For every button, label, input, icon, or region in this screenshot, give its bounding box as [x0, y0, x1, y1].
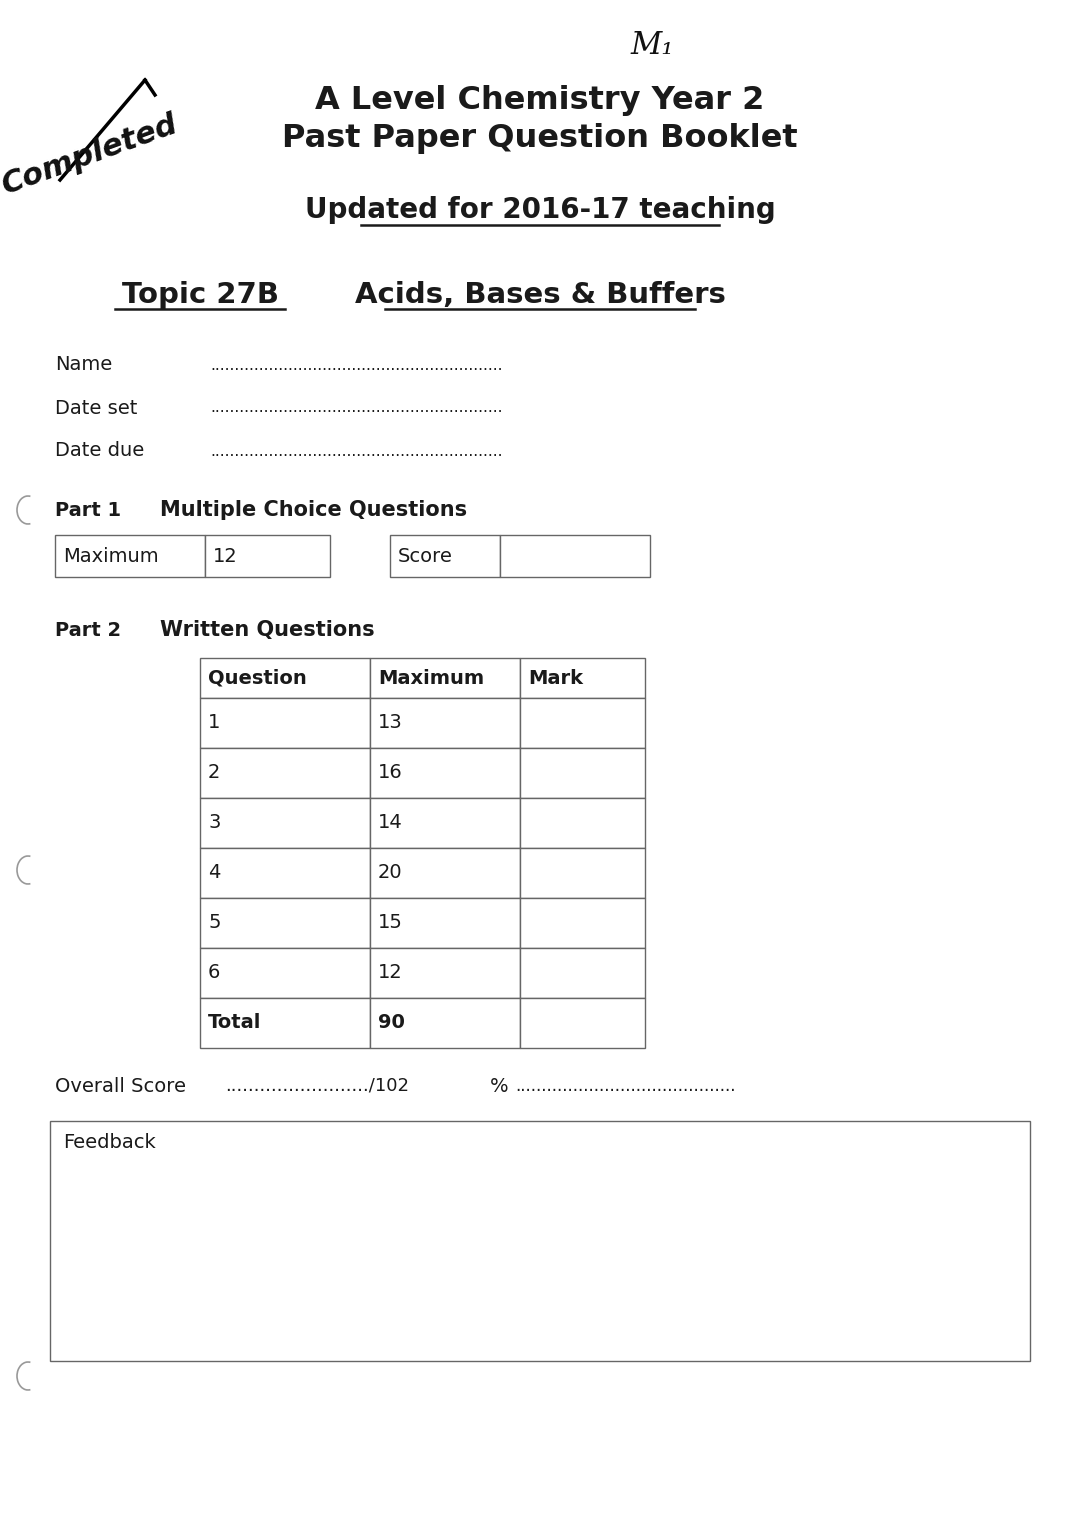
Text: ........................./102: ........................./102 — [225, 1077, 409, 1096]
Bar — [55, 536, 205, 577]
Text: Maximum: Maximum — [63, 546, 159, 566]
Bar — [370, 948, 519, 998]
Bar — [370, 897, 519, 948]
Bar — [200, 697, 370, 748]
Text: M₁: M₁ — [630, 29, 674, 61]
Bar — [519, 798, 645, 848]
Bar — [519, 948, 645, 998]
Bar — [200, 658, 370, 697]
Bar — [519, 697, 645, 748]
Text: Acids, Bases & Buffers: Acids, Bases & Buffers — [354, 281, 726, 308]
Text: Total: Total — [208, 1013, 261, 1033]
Text: ............................................................: ........................................… — [210, 444, 502, 458]
Text: 3: 3 — [208, 813, 220, 833]
Bar — [200, 748, 370, 798]
Bar — [370, 798, 519, 848]
Text: 16: 16 — [378, 763, 403, 783]
Bar — [390, 536, 500, 577]
Text: Name: Name — [55, 356, 112, 374]
Text: %: % — [490, 1076, 509, 1096]
Text: 13: 13 — [378, 714, 403, 732]
Text: 12: 12 — [378, 963, 403, 983]
Text: Feedback: Feedback — [63, 1134, 156, 1152]
Text: 15: 15 — [378, 914, 403, 932]
Text: Date set: Date set — [55, 398, 137, 418]
Bar — [205, 536, 330, 577]
Bar — [200, 897, 370, 948]
Text: 6: 6 — [208, 963, 220, 983]
Text: 90: 90 — [378, 1013, 405, 1033]
Text: Part 2: Part 2 — [55, 621, 121, 639]
Bar — [500, 536, 650, 577]
Bar — [50, 1122, 1030, 1361]
Bar — [200, 798, 370, 848]
Text: Question: Question — [208, 668, 307, 688]
Bar — [370, 848, 519, 897]
Text: 20: 20 — [378, 864, 403, 882]
Text: Written Questions: Written Questions — [160, 620, 375, 639]
Bar — [370, 658, 519, 697]
Bar — [200, 848, 370, 897]
Text: 14: 14 — [378, 813, 403, 833]
Text: 12: 12 — [213, 546, 238, 566]
Text: ............................................................: ........................................… — [210, 400, 502, 415]
Text: Topic 27B: Topic 27B — [121, 281, 279, 308]
Text: Maximum: Maximum — [378, 668, 484, 688]
Text: Completed: Completed — [0, 110, 183, 200]
Bar — [370, 748, 519, 798]
Text: Multiple Choice Questions: Multiple Choice Questions — [160, 501, 468, 520]
Text: Overall Score: Overall Score — [55, 1076, 186, 1096]
Text: ............................................................: ........................................… — [210, 357, 502, 372]
Bar — [200, 998, 370, 1048]
Bar — [200, 948, 370, 998]
Bar — [519, 658, 645, 697]
Text: Part 1: Part 1 — [55, 501, 121, 519]
Bar — [370, 697, 519, 748]
Text: 4: 4 — [208, 864, 220, 882]
Text: Past Paper Question Booklet: Past Paper Question Booklet — [282, 122, 798, 154]
Text: 5: 5 — [208, 914, 220, 932]
Text: A Level Chemistry Year 2: A Level Chemistry Year 2 — [315, 84, 765, 116]
Bar — [370, 998, 519, 1048]
Text: 2: 2 — [208, 763, 220, 783]
Bar — [519, 748, 645, 798]
Text: ..........................................: ........................................… — [515, 1077, 735, 1096]
Bar — [519, 848, 645, 897]
Text: Mark: Mark — [528, 668, 583, 688]
Bar — [519, 897, 645, 948]
Bar — [519, 998, 645, 1048]
Text: Updated for 2016-17 teaching: Updated for 2016-17 teaching — [305, 195, 775, 224]
Text: Score: Score — [399, 546, 453, 566]
Text: 1: 1 — [208, 714, 220, 732]
Text: Date due: Date due — [55, 441, 145, 461]
